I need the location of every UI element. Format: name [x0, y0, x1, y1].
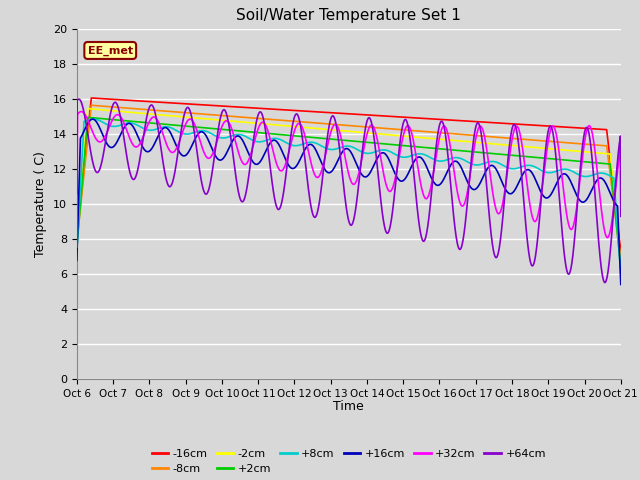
- Legend: -16cm, -8cm, -2cm, +2cm, +8cm, +16cm, +32cm, +64cm: -16cm, -8cm, -2cm, +2cm, +8cm, +16cm, +3…: [147, 444, 550, 479]
- Y-axis label: Temperature ( C): Temperature ( C): [35, 151, 47, 257]
- Text: EE_met: EE_met: [88, 45, 133, 56]
- X-axis label: Time: Time: [333, 400, 364, 413]
- Title: Soil/Water Temperature Set 1: Soil/Water Temperature Set 1: [236, 9, 461, 24]
